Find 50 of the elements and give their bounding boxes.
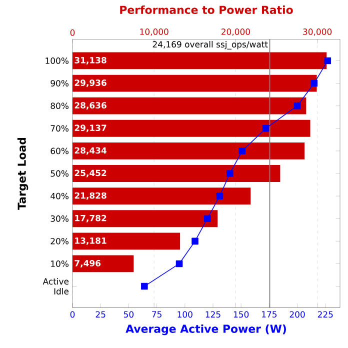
x-tick-label: 125: [206, 311, 220, 318]
point: [226, 170, 234, 177]
x-tick-label: 150: [234, 311, 249, 318]
y-axis-title: Target Load: [17, 138, 28, 210]
y-tick-label: 20%: [50, 238, 69, 244]
data-label: 29,137: [74, 124, 106, 132]
y-tick-label: 50%: [50, 170, 69, 177]
data-label: 28,434: [74, 147, 106, 155]
x-tick-label: 175: [262, 311, 277, 318]
data-label: 31,138: [74, 56, 106, 64]
x2-tick-label: 10,000: [140, 28, 168, 36]
y-tick-label: 70%: [50, 125, 69, 132]
x2-tick-label: 0: [70, 29, 75, 36]
y-tick-label: 60%: [50, 148, 69, 154]
x2-tick-label: 20,000: [222, 28, 250, 36]
point: [204, 215, 211, 222]
point: [324, 57, 332, 64]
y-tick-label: 10%: [51, 260, 69, 267]
x-tick-label: 225: [318, 311, 333, 318]
x-tick-label: 200: [290, 311, 305, 318]
x-tick-label: 100: [178, 311, 192, 318]
point: [216, 192, 224, 200]
point: [192, 238, 198, 245]
x-tick-label: 75: [152, 311, 162, 318]
point: [238, 148, 246, 154]
data-label: 7,496: [74, 260, 101, 268]
y-tick-label: 80%: [50, 102, 69, 110]
x-tick-label: 25: [96, 311, 106, 318]
point: [262, 124, 270, 132]
ref-line-label: 24,169 overall ssj_ops/watt: [152, 40, 268, 50]
y-tick-label: 30%: [50, 215, 69, 222]
data-label: 29,936: [74, 80, 106, 88]
point: [176, 260, 183, 268]
data-label: 21,828: [74, 192, 106, 200]
point: [294, 102, 301, 110]
point: [310, 80, 318, 87]
data-label: 13,181: [75, 237, 106, 245]
y-tick-label: Active Idle: [42, 278, 69, 295]
y-tick-label: 40%: [50, 192, 69, 200]
data-label: 17,782: [75, 214, 106, 222]
x-tick-label: 50: [124, 311, 134, 318]
y-tick-label: 100%: [46, 58, 69, 64]
data-label: 28,636: [74, 102, 106, 110]
x-tick-label: 0: [70, 311, 75, 318]
chart-title: Performance to Power Ratio: [120, 6, 293, 14]
point: [141, 282, 148, 290]
x-axis-title: Average Active Power (W): [126, 324, 286, 336]
x2-tick-label: 30,000: [303, 28, 332, 36]
y-tick-label: 90%: [50, 80, 69, 86]
data-label: 25,452: [74, 170, 106, 178]
